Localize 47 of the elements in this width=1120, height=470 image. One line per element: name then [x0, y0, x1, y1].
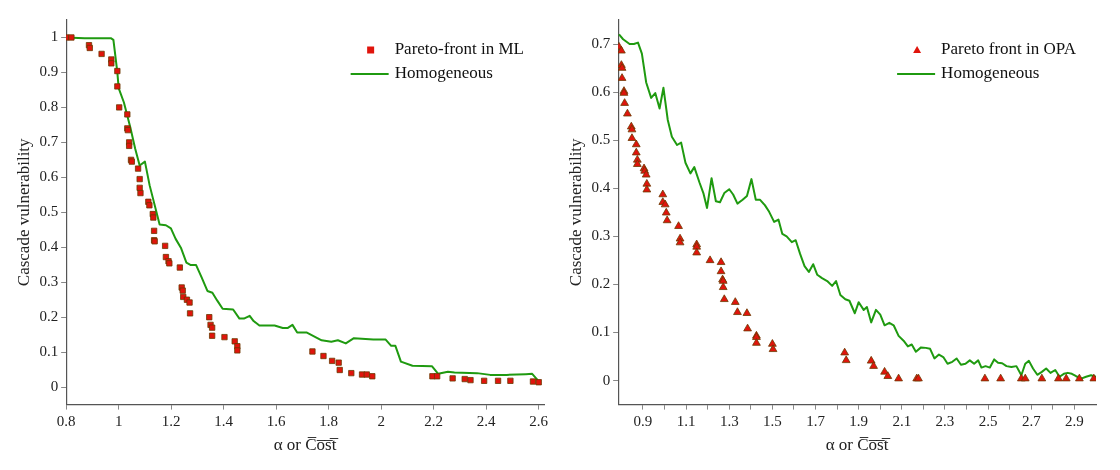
x-tick-label: 2.4 [476, 412, 497, 429]
y-tick-label: 0.4 [591, 179, 611, 196]
x-tick-label: 2.9 [1065, 412, 1084, 429]
legend-label: Homogeneous [394, 63, 493, 83]
x-tick-label: 1 [114, 412, 123, 429]
x-tick-label: 1.9 [849, 412, 869, 429]
legend-label: Homogeneous [941, 63, 1040, 83]
y-tick-label: 0 [602, 371, 611, 388]
x-axis-title: α or C̅o̅s̅t̅ [825, 435, 892, 455]
legend-label: Pareto-front in ML [394, 39, 524, 59]
legend-label: Pareto front in OPA [941, 39, 1077, 59]
y-tick-label: 0.2 [39, 308, 59, 325]
x-tick-label: 1.1 [676, 412, 696, 429]
x-tick-label: 2 [377, 412, 385, 429]
y-tick-label: 0.4 [39, 238, 59, 255]
y-tick-label: 0.1 [591, 323, 611, 340]
y-tick-label: 0.3 [39, 273, 59, 290]
x-tick-label: 2.3 [935, 412, 955, 429]
x-tick-label: 2.1 [892, 412, 912, 429]
y-tick-label: 1 [50, 28, 59, 45]
y-tick-label: 0 [50, 378, 59, 395]
x-axis-title: α or C̅o̅s̅t̅ [273, 435, 340, 455]
x-tick-label: 2.2 [424, 412, 444, 429]
y-tick-label: 0.9 [39, 63, 59, 80]
x-tick-label: 1.3 [719, 412, 739, 429]
x-tick-label: 0.9 [633, 412, 653, 429]
y-axis-title: Cascade vulnerability [565, 137, 585, 287]
x-tick-label: 2.6 [529, 412, 549, 429]
y-tick-label: 0.1 [39, 343, 59, 360]
x-tick-label: 1.4 [214, 412, 234, 429]
y-tick-label: 0.8 [39, 98, 59, 115]
y-tick-label: 0.6 [39, 168, 59, 185]
y-tick-label: 0.5 [39, 203, 59, 220]
y-tick-label: 0.3 [591, 227, 611, 244]
y-axis-title: Cascade vulnerability [13, 137, 33, 287]
y-tick-label: 0.7 [591, 34, 611, 51]
x-tick-label: 1.2 [161, 412, 181, 429]
y-tick-label: 0.2 [591, 275, 611, 292]
x-tick-label: 1.8 [319, 412, 339, 429]
x-tick-label: 2.7 [1021, 412, 1042, 429]
y-tick-label: 0.7 [39, 133, 59, 150]
y-tick-label: 0.6 [591, 83, 611, 100]
x-tick-label: 2.5 [978, 412, 998, 429]
x-tick-label: 1.7 [806, 412, 826, 429]
y-tick-label: 0.5 [591, 131, 611, 148]
x-tick-label: 1.6 [266, 412, 287, 429]
x-tick-label: 1.5 [763, 412, 782, 429]
